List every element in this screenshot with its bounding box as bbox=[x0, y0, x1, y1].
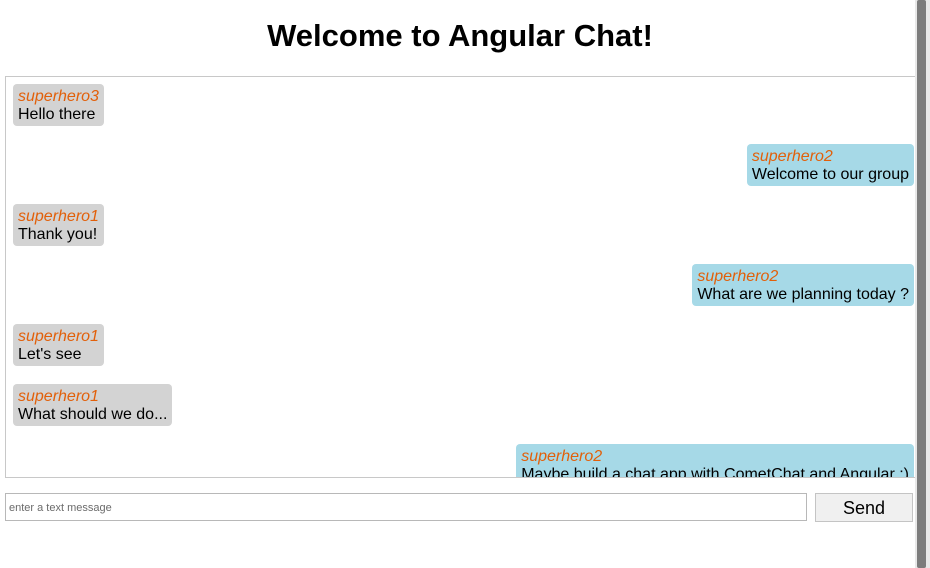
chat-log: superhero3 Hello there superhero2 Welcome … bbox=[5, 76, 916, 478]
message-text: Hello there bbox=[18, 106, 96, 123]
message-row: superhero1 What should we do... bbox=[13, 384, 914, 426]
sender: superhero1 bbox=[18, 328, 99, 345]
message: superhero2 Welcome to our group bbox=[746, 144, 914, 186]
message-row: superhero3 Hello there bbox=[13, 84, 914, 126]
sender: superhero2 bbox=[751, 148, 833, 165]
message: superhero1 Let's see bbox=[13, 324, 104, 366]
message: superhero2 Maybe build a chat app with Co… bbox=[516, 444, 914, 478]
message-text: Thank you! bbox=[18, 226, 98, 243]
message-text: What are we planning today ? bbox=[697, 286, 909, 303]
message-text: What should we do... bbox=[18, 406, 168, 423]
send-button[interactable]: Send bbox=[815, 493, 913, 522]
scrollbar[interactable] bbox=[915, 0, 930, 568]
message-text: Let's see bbox=[18, 346, 82, 363]
sender: superhero2 bbox=[697, 268, 779, 285]
sender: superhero2 bbox=[521, 448, 603, 465]
message-text: Welcome to our group bbox=[751, 166, 909, 183]
message-text: Maybe build a chat app with CometChat an… bbox=[521, 466, 909, 478]
message-input[interactable]: enter a text message bbox=[5, 493, 807, 521]
sender: superhero1 bbox=[18, 388, 99, 405]
message: superhero1 Thank you! bbox=[13, 204, 104, 246]
message: superhero2 What are we planning today ? bbox=[692, 264, 914, 306]
message-row: superhero1 Let's see bbox=[13, 324, 914, 366]
message-row: superhero2 What are we planning today ? bbox=[13, 264, 914, 306]
sender: superhero1 bbox=[18, 208, 99, 225]
title: Welcome to Angular Chat! bbox=[267, 18, 653, 53]
message-row: superhero2 Welcome to our group bbox=[13, 144, 914, 186]
message-row: superhero2 Maybe build a chat app with Co… bbox=[13, 444, 914, 478]
message: superhero3 Hello there bbox=[13, 84, 104, 126]
scrollbar-thumb[interactable] bbox=[917, 0, 926, 568]
sender: superhero3 bbox=[18, 88, 99, 105]
message: superhero1 What should we do... bbox=[13, 384, 173, 426]
placeholder: enter a text message bbox=[9, 502, 112, 514]
message-row: superhero1 Thank you! bbox=[13, 204, 914, 246]
